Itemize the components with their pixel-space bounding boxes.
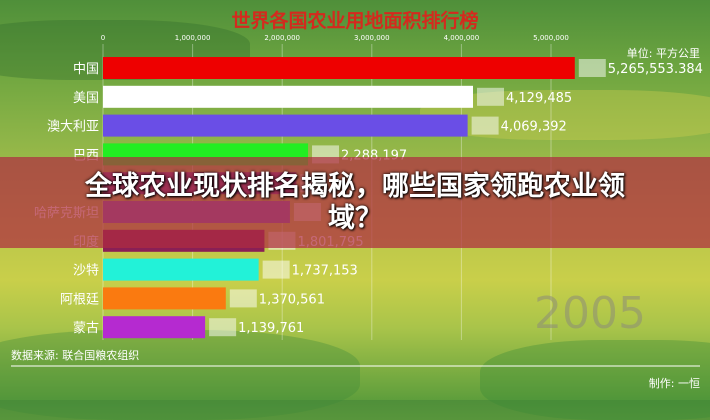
- category-label: 沙特: [73, 264, 99, 279]
- year-label: 2005: [534, 288, 646, 339]
- flag-icon: [477, 87, 505, 106]
- category-label: 澳大利亚: [47, 119, 99, 135]
- tick-label: 3,000,000: [354, 34, 390, 42]
- bar: [103, 85, 474, 108]
- headline-banner: 全球农业现状排名揭秘，哪些国家领跑农业领域？: [0, 157, 710, 248]
- flag-icon: [471, 116, 499, 135]
- tick-label: 0: [101, 34, 105, 42]
- tick-label: 5,000,000: [533, 34, 569, 42]
- tick-label: 2,000,000: [264, 34, 300, 42]
- tick-label: 4,000,000: [444, 34, 480, 42]
- flag-icon: [262, 260, 290, 279]
- category-label: 美国: [73, 91, 99, 106]
- source-label: 数据来源: 联合国粮农组织: [11, 348, 139, 362]
- credit-label: 制作: 一恒: [649, 377, 700, 390]
- headline-title: 全球农业现状排名揭秘，哪些国家领跑农业领域？: [85, 170, 625, 234]
- value-label: 4,069,392: [501, 120, 567, 135]
- bar: [103, 57, 575, 79]
- value-label: 5,265,553.384: [608, 62, 703, 77]
- flag-icon: [229, 289, 257, 308]
- tick-label: 1,000,000: [175, 34, 211, 42]
- value-label: 1,139,761: [238, 321, 304, 336]
- value-label: 1,737,153: [292, 264, 358, 279]
- unit-label: 单位: 平方公里: [627, 46, 700, 60]
- flag-icon: [578, 59, 606, 77]
- value-label: 1,370,561: [259, 292, 325, 307]
- bar: [103, 114, 468, 137]
- flag-icon: [209, 318, 237, 337]
- chart-title: 世界各国农业用地面积排行榜: [231, 9, 478, 32]
- value-label: 4,129,485: [506, 91, 572, 106]
- category-label: 阿根廷: [60, 292, 99, 307]
- bar: [103, 287, 226, 310]
- category-label: 中国: [73, 62, 99, 77]
- category-label: 蒙古: [73, 321, 99, 336]
- bar: [103, 316, 206, 339]
- bar: [103, 258, 259, 281]
